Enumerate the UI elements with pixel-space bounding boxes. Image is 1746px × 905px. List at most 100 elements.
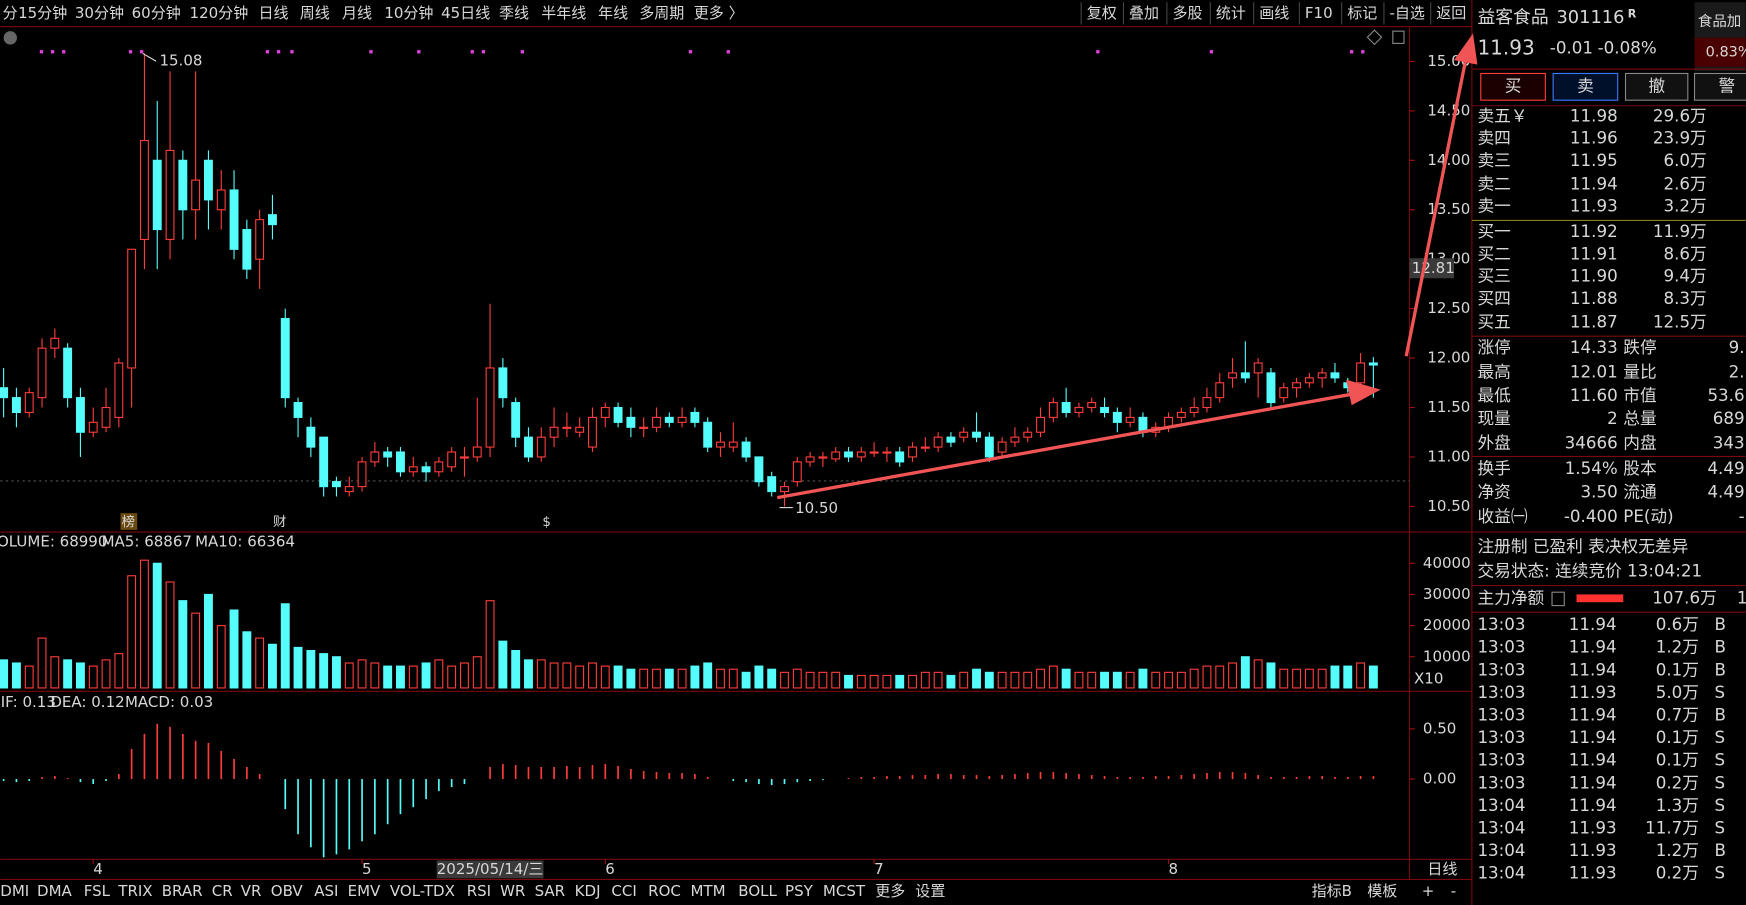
book-label: 卖二: [1477, 174, 1510, 193]
indicator-tool[interactable]: +: [1422, 882, 1435, 900]
indicator-tab[interactable]: TRIX: [117, 882, 152, 900]
period-tab[interactable]: 更多 〉: [694, 4, 744, 22]
indicator-tab[interactable]: DMI: [0, 882, 29, 900]
period-tab[interactable]: 多周期: [639, 4, 684, 22]
tool-tab[interactable]: -自选: [1390, 4, 1425, 22]
volume-bar: [549, 662, 559, 689]
info-icon[interactable]: [1551, 591, 1565, 607]
period-tab[interactable]: 日线: [259, 4, 289, 22]
indicator-tab[interactable]: VR: [241, 882, 262, 900]
volume-bar: [472, 656, 482, 689]
indicator-tab[interactable]: 设置: [915, 882, 945, 900]
indicator-tab[interactable]: BOLL: [738, 882, 777, 900]
tool-tab[interactable]: 标记: [1347, 4, 1377, 22]
candle-body: [818, 456, 828, 459]
volume-bar: [613, 665, 623, 689]
tick-time: 13:03: [1477, 660, 1525, 679]
book-volume: 6.0万: [1664, 151, 1707, 170]
event-marker[interactable]: 财: [273, 514, 286, 530]
indicator-tab[interactable]: BRAR: [162, 882, 203, 900]
volume-bar: [101, 659, 111, 689]
indicator-tab[interactable]: DMA: [37, 882, 73, 900]
period-tab[interactable]: 45日线: [441, 4, 490, 22]
indicator-tool[interactable]: 模板: [1367, 882, 1397, 900]
tick-volume: 0.2万: [1656, 864, 1699, 883]
candle-body: [485, 367, 495, 448]
candle-body: [716, 441, 725, 448]
sell-button[interactable]: [1552, 72, 1619, 101]
tool-tab[interactable]: 返回: [1436, 4, 1466, 22]
button-label[interactable]: 卖: [1577, 76, 1594, 95]
tool-tab[interactable]: 画线: [1259, 4, 1289, 22]
stat-value: 14.33: [1570, 338, 1618, 357]
event-marker[interactable]: 榜: [122, 513, 135, 530]
x-tick-label: 2025/05/14/三: [437, 860, 544, 878]
tags: 注册制 已盈利 表决权无差异: [1477, 537, 1688, 556]
indicator-tab[interactable]: EMV: [348, 882, 381, 900]
legend-item: DIF: 0.13: [0, 693, 56, 711]
alert-button[interactable]: [1693, 72, 1746, 101]
indicator-tab[interactable]: VOL-TDX: [390, 882, 455, 900]
period-tab[interactable]: 季线: [499, 4, 529, 22]
indicator-tab[interactable]: OBV: [271, 882, 304, 900]
tick-time: 13:03: [1477, 615, 1525, 634]
indicator-tab[interactable]: ROC: [648, 882, 681, 900]
candle-body: [498, 367, 508, 399]
tick-side: S: [1715, 818, 1726, 837]
indicator-tab[interactable]: CCI: [611, 882, 636, 900]
button-label[interactable]: 撤: [1648, 76, 1665, 95]
cancel-button[interactable]: [1624, 72, 1689, 101]
candle-body: [1368, 362, 1378, 366]
collapse-icon[interactable]: [3, 31, 17, 45]
tick-time: 13:04: [1477, 841, 1525, 860]
buy-button[interactable]: [1480, 72, 1546, 101]
tick-time: 13:03: [1477, 705, 1525, 724]
stat-value: 2.: [1729, 362, 1745, 381]
indicator-tab[interactable]: MTM: [690, 882, 725, 900]
stat-value: 343: [1713, 434, 1745, 453]
period-tab[interactable]: 半年线: [541, 4, 586, 22]
candle-body: [1215, 382, 1225, 399]
tool-tab[interactable]: 复权: [1087, 4, 1117, 22]
indicator-tab[interactable]: KDJ: [575, 882, 601, 900]
volume-bar: [920, 671, 930, 689]
book-price: 11.98: [1570, 106, 1618, 125]
button-label[interactable]: 警: [1718, 76, 1735, 95]
tool-tab[interactable]: 叠加: [1129, 4, 1159, 22]
indicator-tab[interactable]: MCST: [823, 882, 866, 900]
y-tick-label: 30000: [1423, 585, 1471, 603]
period-tab[interactable]: 15分钟: [18, 4, 67, 22]
period-tab[interactable]: 10分钟: [384, 4, 433, 22]
period-tab[interactable]: 年线: [598, 4, 628, 22]
period-tab[interactable]: 120分钟: [190, 4, 249, 22]
indicator-tab[interactable]: CR: [212, 882, 233, 900]
period-tab[interactable]: 周线: [300, 4, 330, 22]
tool-icon[interactable]: [1366, 29, 1383, 46]
indicator-tab[interactable]: PSY: [785, 882, 814, 900]
tool-tab[interactable]: 多股: [1172, 4, 1202, 22]
period-tab[interactable]: 60分钟: [132, 4, 181, 22]
y-tick-label: 0.50: [1423, 719, 1456, 737]
stat-value: 11.60: [1570, 386, 1618, 405]
period-tab[interactable]: 分: [3, 4, 18, 22]
event-marker[interactable]: $: [542, 515, 551, 530]
tool-tab[interactable]: 统计: [1216, 4, 1246, 22]
indicator-tab[interactable]: RSI: [467, 882, 491, 900]
indicator-tool[interactable]: -: [1451, 882, 1456, 900]
tool-tab[interactable]: F10: [1305, 4, 1333, 22]
indicator-tab[interactable]: ASI: [314, 882, 338, 900]
button-label[interactable]: 买: [1505, 76, 1522, 95]
volume-bar: [1151, 671, 1161, 689]
indicator-tab[interactable]: FSL: [84, 882, 111, 900]
indicator-tool[interactable]: 指标B: [1312, 882, 1352, 900]
candle-body: [997, 441, 1007, 453]
candle-body: [844, 451, 853, 458]
tool-icon[interactable]: [1392, 30, 1405, 44]
volume-bar: [1304, 668, 1314, 689]
indicator-tab[interactable]: 更多: [875, 882, 905, 900]
volume-bar: [690, 665, 700, 689]
indicator-tab[interactable]: WR: [500, 882, 525, 900]
period-tab[interactable]: 月线: [342, 4, 372, 22]
indicator-tab[interactable]: SAR: [535, 882, 566, 900]
period-tab[interactable]: 30分钟: [75, 4, 124, 22]
